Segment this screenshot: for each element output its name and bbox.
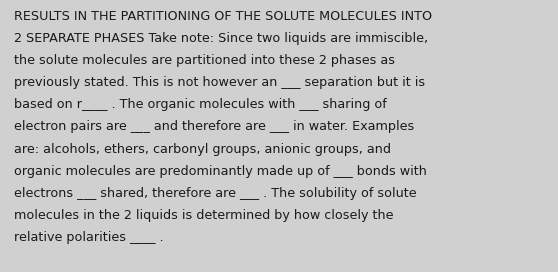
Text: 2 SEPARATE PHASES Take note: Since two liquids are immiscible,: 2 SEPARATE PHASES Take note: Since two l… [14, 32, 428, 45]
Text: electrons ___ shared, therefore are ___ . The solubility of solute: electrons ___ shared, therefore are ___ … [14, 187, 417, 200]
Text: organic molecules are predominantly made up of ___ bonds with: organic molecules are predominantly made… [14, 165, 427, 178]
Text: molecules in the 2 liquids is determined by how closely the: molecules in the 2 liquids is determined… [14, 209, 393, 222]
Text: RESULTS IN THE PARTITIONING OF THE SOLUTE MOLECULES INTO: RESULTS IN THE PARTITIONING OF THE SOLUT… [14, 10, 432, 23]
Text: relative polarities ____ .: relative polarities ____ . [14, 231, 163, 244]
Text: based on r____ . The organic molecules with ___ sharing of: based on r____ . The organic molecules w… [14, 98, 387, 111]
Text: are: alcohols, ethers, carbonyl groups, anionic groups, and: are: alcohols, ethers, carbonyl groups, … [14, 143, 391, 156]
Text: previously stated. This is not however an ___ separation but it is: previously stated. This is not however a… [14, 76, 425, 89]
Text: electron pairs are ___ and therefore are ___ in water. Examples: electron pairs are ___ and therefore are… [14, 120, 414, 133]
Text: the solute molecules are partitioned into these 2 phases as: the solute molecules are partitioned int… [14, 54, 395, 67]
